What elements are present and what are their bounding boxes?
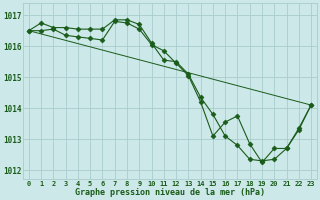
X-axis label: Graphe pression niveau de la mer (hPa): Graphe pression niveau de la mer (hPa) [75, 188, 265, 197]
